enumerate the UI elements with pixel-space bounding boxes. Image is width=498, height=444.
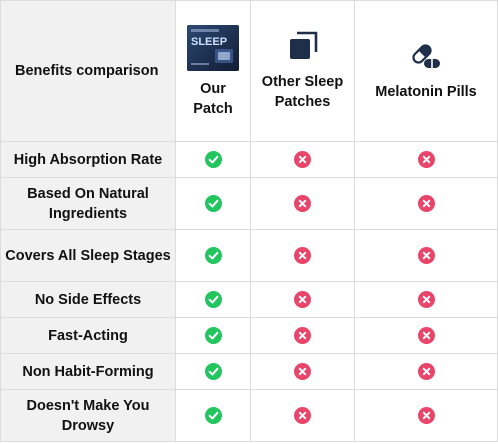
cell-other-sleep-patches [250,141,355,178]
column-melatonin-pills: Melatonin Pills [354,0,498,142]
check-icon [204,407,222,425]
cell-other-sleep-patches [250,317,355,354]
check-icon [204,327,222,345]
cell-other-sleep-patches [250,353,355,390]
cell-our-patch [175,141,251,178]
table-row: High Absorption Rate [0,141,498,178]
cell-melatonin-pills [354,317,498,354]
table-row: Doesn't Make You Drowsy [0,389,498,442]
benefit-label: Based On Natural Ingredients [0,177,176,230]
cell-melatonin-pills [354,389,498,442]
cell-other-sleep-patches [250,281,355,318]
cell-other-sleep-patches [250,229,355,282]
check-icon [204,363,222,381]
cell-our-patch [175,389,251,442]
cross-icon [417,195,435,213]
cross-icon [294,363,311,381]
cross-icon [294,247,311,265]
table-row: Fast-Acting [0,317,498,354]
table-row: No Side Effects [0,281,498,318]
cross-icon [294,407,311,425]
cross-icon [417,291,435,309]
square-layers-icon [289,31,317,59]
header-row: Benefits comparison SLEEP [0,0,498,142]
cross-icon [294,195,311,213]
cell-other-sleep-patches [250,177,355,230]
cell-melatonin-pills [354,281,498,318]
cell-melatonin-pills [354,229,498,282]
cross-icon [417,407,435,425]
cross-icon [417,151,435,169]
corner-label: Benefits comparison [0,0,176,142]
table-row: Non Habit-Forming [0,353,498,390]
cross-icon [417,327,435,345]
sleep-patch-box-image: SLEEP [187,25,239,71]
cell-our-patch [175,353,251,390]
benefit-label: Doesn't Make You Drowsy [0,389,176,442]
benefit-label: High Absorption Rate [0,141,176,178]
melatonin-pills-label: Melatonin Pills [375,84,477,100]
pill-capsule-icon [412,44,440,68]
column-our-patch: SLEEP Our Patch [175,0,251,142]
table-row: Covers All Sleep Stages [0,229,498,282]
benefit-label: Fast-Acting [0,317,176,354]
other-sleep-patches-label: Other Sleep Patches [261,74,344,110]
cell-our-patch [175,229,251,282]
cross-icon [294,327,311,345]
cell-other-sleep-patches [250,389,355,442]
cell-melatonin-pills [354,141,498,178]
cell-our-patch [175,281,251,318]
benefit-label: No Side Effects [0,281,176,318]
check-icon [204,247,222,265]
cross-icon [294,151,311,169]
cross-icon [294,291,311,309]
column-other-sleep-patches: Other Sleep Patches [250,0,355,142]
benefit-label: Non Habit-Forming [0,353,176,390]
table-row: Based On Natural Ingredients [0,177,498,230]
check-icon [204,195,222,213]
check-icon [204,291,222,309]
product-box-text: SLEEP [191,36,227,48]
cell-our-patch [175,177,251,230]
cell-melatonin-pills [354,177,498,230]
cell-our-patch [175,317,251,354]
check-icon [204,151,222,169]
cross-icon [417,247,435,265]
benefit-label: Covers All Sleep Stages [0,229,176,282]
our-patch-label: Our Patch [193,81,233,117]
cell-melatonin-pills [354,353,498,390]
cross-icon [417,363,435,381]
